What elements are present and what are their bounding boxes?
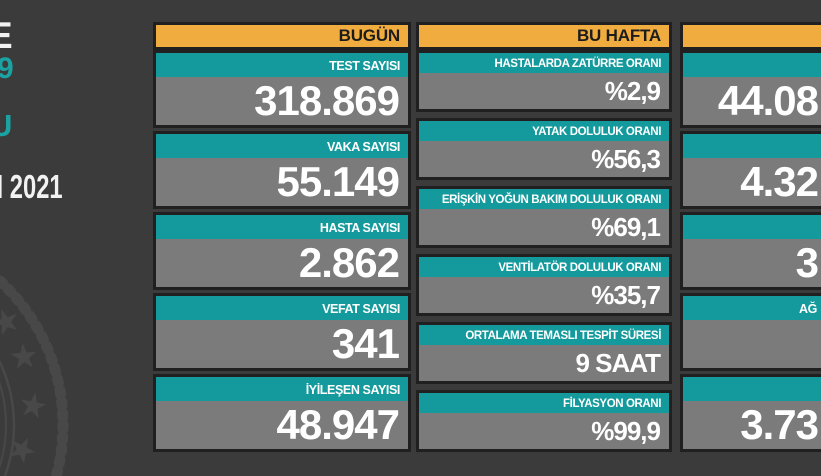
seal-inner-ring [0,381,7,469]
stat-value: 3.73 [740,401,819,448]
ministry-of-health-seal-watermark: ★ ★ ★ ★ ★ [0,273,69,476]
stat-value: %99,9 [591,416,661,446]
stat-value: 318.869 [254,77,400,124]
stat-label [683,377,821,401]
stat-label [683,215,821,239]
sidebar-covid19-fragment: 9 [0,52,14,85]
stat-label: İYİLEŞEN SAYISI [156,377,408,401]
stat-value: 44.08 [717,77,819,124]
stat-label: ORTALAMA TEMASLI TESPİT SÜRESİ [419,325,669,345]
stat-label: FİLYASYON ORANI [419,393,669,413]
stat-value: 48.947 [276,401,400,448]
column-bu-hafta: BU HAFTA HASTALARDA ZATÜRRE ORANI %2,9 Y… [416,22,672,452]
column-clipped-right: 44.08 4.32 3 AĞ 3.73 [680,22,821,452]
stat-value: %2,9 [604,76,661,106]
seal-star-icon: ★ [0,298,31,346]
seal-star-icon: ★ [0,335,48,379]
stat-value: %35,7 [591,280,661,310]
stat-label: TEST SAYISI [156,53,408,77]
stat-value: 55.149 [276,158,400,205]
stat-box-clipped-row2: 4.32 [680,131,821,209]
stat-value: 2.862 [298,239,400,286]
sidebar-title-fragment: E [0,15,13,56]
column-header-bugun: BUGÜN [153,22,411,50]
stat-label [683,134,821,158]
stat-box-iyilesen-sayisi: İYİLEŞEN SAYISI 48.947 [153,374,411,452]
stat-box-zaturre-orani: HASTALARDA ZATÜRRE ORANI %2,9 [416,50,672,112]
stat-box-agir-hasta-clipped: AĞ [680,293,821,371]
stat-value: 4.32 [740,158,819,205]
seal-star-icon: ★ [0,432,44,468]
column-bugun: BUGÜN TEST SAYISI 318.869 VAKA SAYISI 55… [153,22,411,452]
stat-box-clipped-row1: 44.08 [680,50,821,128]
stat-label: YATAK DOLULUK ORANI [419,121,669,141]
stat-label [683,53,821,77]
seal-star-icon: ★ [11,388,54,423]
stat-box-filyasyon-orani: FİLYASYON ORANI %99,9 [416,390,672,452]
stat-box-clipped-row5: 3.73 [680,374,821,452]
stat-value: 9 SAAT [575,348,661,378]
column-header-clipped [680,22,821,50]
stat-box-test-sayisi: TEST SAYISI 318.869 [153,50,411,128]
stat-value: 341 [331,320,400,367]
stat-box-vefat-sayisi: VEFAT SAYISI 341 [153,293,411,371]
stat-box-ventilator-doluluk: VENTİLATÖR DOLULUK ORANI %35,7 [416,254,672,316]
stat-value: 3 [795,239,819,286]
stat-value: %56,3 [591,144,661,174]
stat-box-clipped-row3: 3 [680,212,821,290]
stat-label: VAKA SAYISI [156,134,408,158]
stat-label: HASTALARDA ZATÜRRE ORANI [419,53,669,73]
stat-label: ERİŞKİN YOĞUN BAKIM DOLULUK ORANI [419,189,669,209]
stat-box-yatak-doluluk: YATAK DOLULUK ORANI %56,3 [416,118,672,180]
column-header-bu-hafta: BU HAFTA [416,22,672,50]
stat-label: VENTİLATÖR DOLULUK ORANI [419,257,669,277]
stat-box-temasli-tespit-suresi: ORTALAMA TEMASLI TESPİT SÜRESİ 9 SAAT [416,322,672,384]
seal-inner-ring [0,359,16,476]
stat-value: %69,1 [591,212,661,242]
stat-label: VEFAT SAYISI [156,296,408,320]
stat-label: HASTA SAYISI [156,215,408,239]
seal-rope-border [0,273,69,476]
seal-star-icon: ★ [0,469,24,476]
stat-label: AĞ [683,296,821,320]
stat-box-hasta-sayisi: HASTA SAYISI 2.862 [153,212,411,290]
sidebar-date-fragment: N 2021 [0,168,63,205]
stat-box-yogun-bakim-doluluk: ERİŞKİN YOĞUN BAKIM DOLULUK ORANI %69,1 [416,186,672,248]
stat-box-vaka-sayisi: VAKA SAYISI 55.149 [153,131,411,209]
sidebar-subtitle-fragment: U [0,108,13,143]
